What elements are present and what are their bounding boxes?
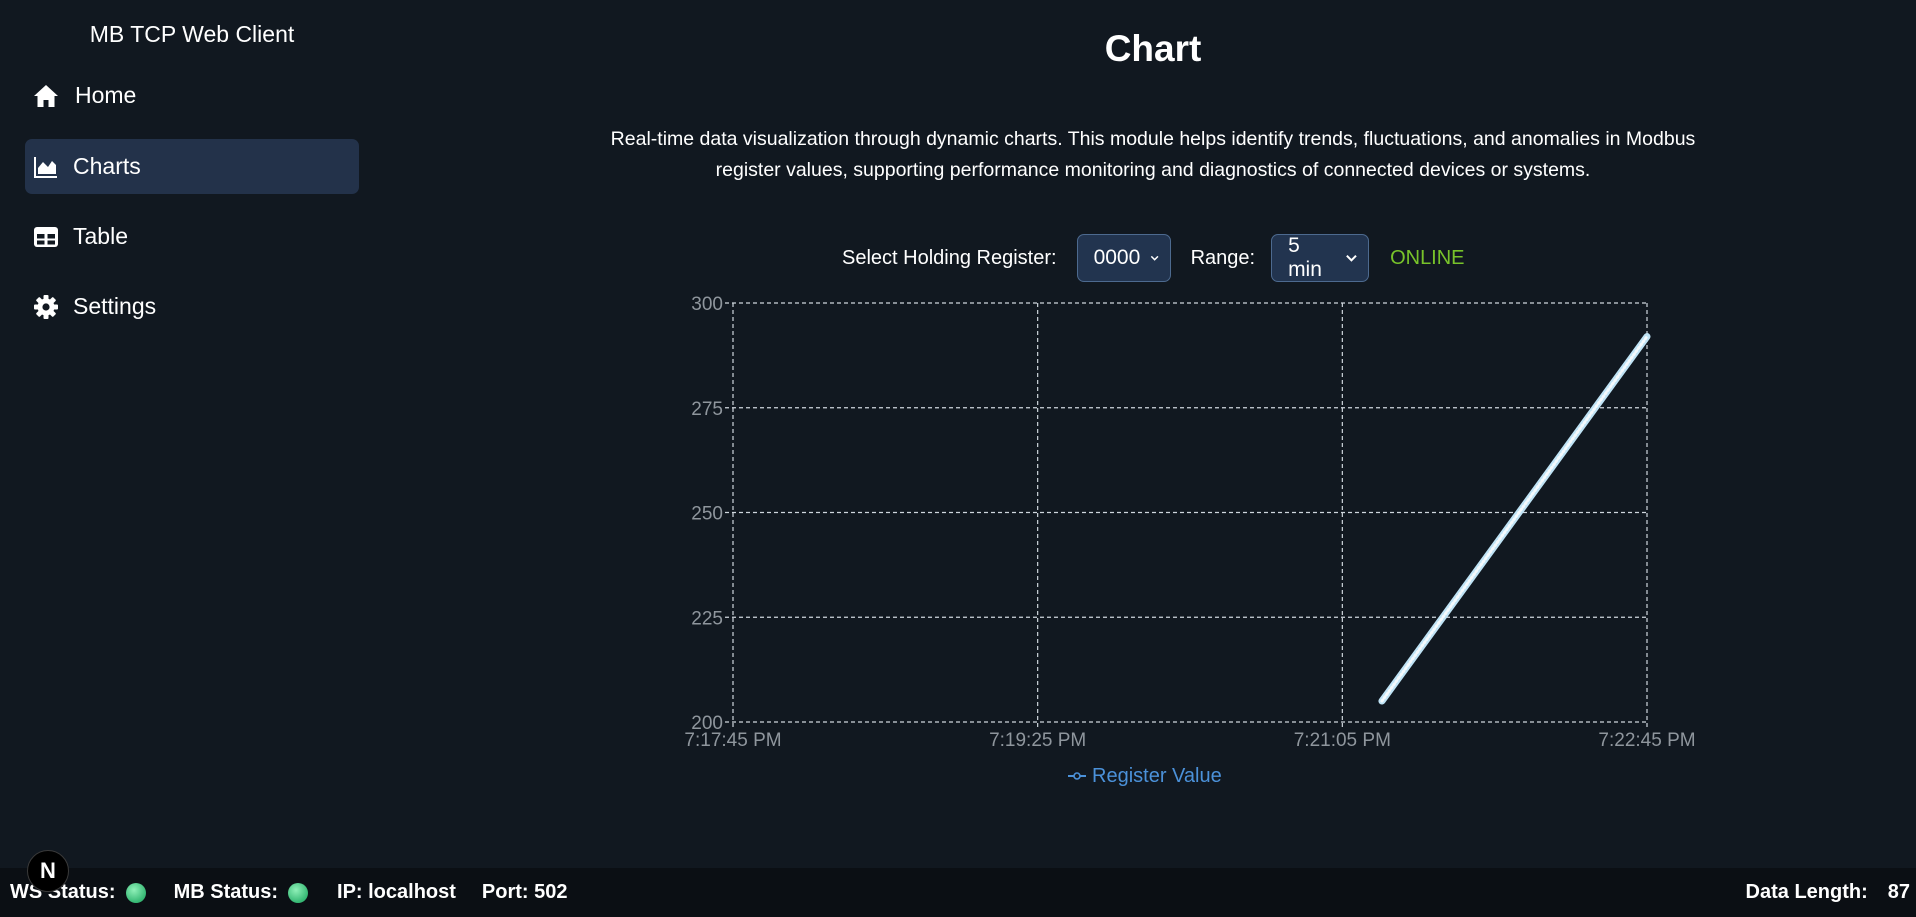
data-length-label: Data Length: bbox=[1745, 881, 1868, 903]
sidebar-item-charts[interactable]: Charts bbox=[25, 139, 359, 194]
y-tick-label: 300 bbox=[691, 294, 723, 315]
sidebar-item-table[interactable]: Table bbox=[25, 209, 359, 264]
badge-letter: N bbox=[40, 858, 56, 883]
range-select[interactable]: 5 min bbox=[1271, 234, 1370, 282]
sidebar-item-home[interactable]: Home bbox=[25, 68, 359, 123]
ip-text: IP: localhost bbox=[337, 881, 456, 903]
description-line-1: Real-time data visualization through dyn… bbox=[610, 128, 1696, 150]
chevron-down-icon bbox=[1151, 255, 1159, 261]
status-bar: WS Status: MB Status: IP: localhost Port… bbox=[0, 868, 1916, 917]
mb-status-indicator bbox=[288, 882, 309, 903]
data-length-value: 87 bbox=[1887, 881, 1910, 903]
chart-legend-item[interactable]: Register Value bbox=[1068, 762, 1222, 790]
next-dev-badge[interactable]: N bbox=[27, 850, 69, 892]
register-select-value: 0000 bbox=[1093, 246, 1141, 269]
sidebar-item-label: Settings bbox=[73, 293, 157, 319]
chart-controls: Select Holding Register: 0000 Range: 5 m… bbox=[842, 234, 1465, 282]
x-tick-label: 7:21:05 PM bbox=[1294, 730, 1391, 751]
description-line-2: register values, supporting performance … bbox=[715, 159, 1591, 181]
y-axis-ticks: 300 275 250 225 200 bbox=[691, 294, 723, 734]
x-tick-label: 7:17:45 PM bbox=[684, 730, 781, 751]
x-tick-label: 7:19:25 PM bbox=[989, 730, 1086, 751]
ws-status: WS Status: bbox=[10, 881, 146, 904]
chart-series bbox=[1378, 333, 1651, 705]
chart-grid bbox=[725, 302, 1648, 730]
sidebar-item-label: Home bbox=[75, 82, 137, 108]
data-length: Data Length: 87 bbox=[1746, 868, 1916, 917]
legend-label: Register Value bbox=[1092, 764, 1222, 787]
y-tick-label: 200 bbox=[691, 713, 723, 734]
x-axis-ticks: 7:17:45 PM 7:19:25 PM 7:21:05 PM 7:22:45 PM bbox=[684, 730, 1695, 751]
chevron-down-icon bbox=[1346, 254, 1357, 262]
sidebar-item-label: Table bbox=[73, 223, 128, 249]
page-description: Real-time data visualization through dyn… bbox=[582, 124, 1724, 186]
y-tick-label: 250 bbox=[691, 504, 723, 525]
gear-icon bbox=[33, 294, 59, 320]
area-chart-icon bbox=[33, 154, 59, 180]
ws-status-indicator bbox=[125, 882, 146, 903]
sidebar-item-settings[interactable]: Settings bbox=[25, 279, 359, 334]
connection-status: ONLINE bbox=[1390, 246, 1465, 269]
sidebar: MB TCP Web Client Home Charts Table bbox=[0, 0, 370, 868]
mb-status-label: MB Status: bbox=[173, 881, 279, 903]
page-title: Chart bbox=[1104, 28, 1202, 69]
series-line bbox=[1378, 333, 1651, 705]
register-select-label: Select Holding Register: bbox=[842, 246, 1057, 269]
home-icon bbox=[33, 83, 59, 109]
range-select-value: 5 min bbox=[1288, 234, 1322, 281]
app-brand: MB TCP Web Client bbox=[89, 21, 295, 47]
series-point-markers bbox=[1380, 335, 1649, 703]
x-tick-label: 7:22:45 PM bbox=[1598, 730, 1695, 751]
range-select-label: Range: bbox=[1190, 246, 1256, 269]
legend-line-icon bbox=[1068, 772, 1086, 780]
table-icon bbox=[33, 224, 59, 250]
mb-status: MB Status: bbox=[173, 881, 309, 904]
y-tick-label: 225 bbox=[691, 608, 723, 629]
port-text: Port: 502 bbox=[481, 881, 568, 903]
register-select[interactable]: 0000 bbox=[1076, 234, 1171, 282]
sidebar-item-label: Charts bbox=[73, 153, 141, 179]
y-tick-label: 275 bbox=[691, 399, 723, 420]
